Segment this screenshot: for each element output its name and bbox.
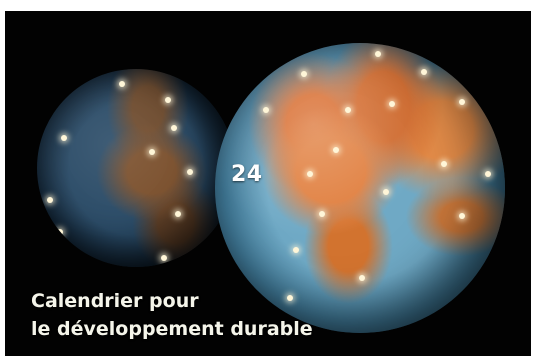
light-dot: [389, 101, 395, 107]
light-dot: [57, 229, 63, 235]
light-dot: [459, 99, 465, 105]
light-dot: [383, 189, 389, 195]
light-dot: [149, 149, 155, 155]
light-dot: [345, 107, 351, 113]
light-dot: [119, 81, 125, 87]
calendar-title-line-1: Calendrier pour: [31, 290, 199, 312]
light-dot: [61, 135, 67, 141]
light-dot: [333, 147, 339, 153]
light-dot: [263, 107, 269, 113]
light-dot: [319, 211, 325, 217]
globe-africa-europe: [215, 43, 505, 333]
light-dot: [301, 71, 307, 77]
calendar-title-line-2: le développement durable: [31, 318, 313, 340]
globe-photo: 24 Calendrier pour le développement dura…: [5, 11, 531, 356]
calendar-date-number: 24: [231, 162, 263, 187]
light-dot: [47, 197, 53, 203]
light-dot: [293, 247, 299, 253]
light-dot: [485, 171, 491, 177]
light-dot: [307, 171, 313, 177]
light-dot: [171, 125, 177, 131]
light-dot: [441, 161, 447, 167]
light-dot: [421, 69, 427, 75]
light-dot: [187, 169, 193, 175]
light-dot: [161, 255, 167, 261]
light-dot: [359, 275, 365, 281]
light-dot: [287, 295, 293, 301]
globe-americas: [37, 69, 235, 267]
light-dot: [375, 51, 381, 57]
light-dot: [459, 213, 465, 219]
light-dot: [165, 97, 171, 103]
light-dot: [175, 211, 181, 217]
